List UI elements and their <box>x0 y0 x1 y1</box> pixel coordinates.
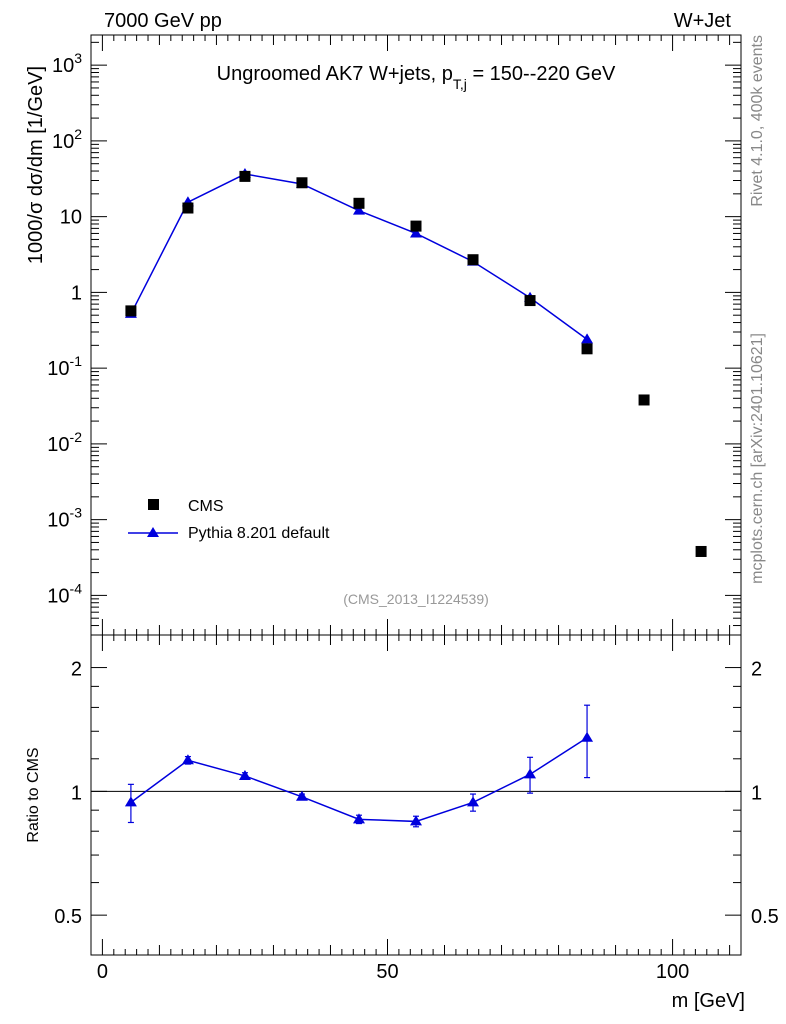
ratio-mc-line <box>130 737 588 823</box>
ratio-mc-point <box>238 769 251 780</box>
ratio-ytick-label-left: 1 <box>71 782 82 804</box>
legend-mc-label: Pythia 8.201 default <box>188 525 330 542</box>
ratio-panel-frame <box>90 634 742 956</box>
main-title: Ungroomed AK7 W+jets, pT,j = 150--220 Ge… <box>217 63 616 92</box>
ratio-mc-series <box>124 704 594 828</box>
ratio-mc-point <box>410 815 422 826</box>
ratio-mc-point <box>467 796 480 807</box>
xtick-label: 0 <box>97 961 108 983</box>
main-data-point <box>410 220 422 232</box>
mcplots-label: mcplots.cern.ch [arXiv:2401.10621] <box>749 333 766 584</box>
ratio-mc-point <box>581 731 594 742</box>
main-ytick-label: 10 <box>60 207 82 229</box>
rivet-label: Rivet 4.1.0, 400k events <box>749 35 766 207</box>
ratio-y-label: Ratio to CMS <box>25 747 42 842</box>
main-data-point <box>638 394 650 406</box>
xtick-label: 100 <box>656 961 689 983</box>
analysis-watermark: (CMS_2013_I1224539) <box>343 591 489 607</box>
main-data-point <box>125 305 137 317</box>
main-data-point <box>581 343 593 355</box>
main-ytick-label: 102 <box>52 126 82 153</box>
main-data-point <box>353 197 365 209</box>
main-y-tick-labels: 10-4 10-3 10-2 10-1 1 10 102 103 <box>47 50 82 607</box>
main-mc-point <box>410 227 422 238</box>
main-data-point <box>467 254 479 266</box>
ratio-mc-point <box>524 768 537 779</box>
ratio-tick-labels: 0.5 0.5 1 1 2 2 0 50 100 <box>54 659 779 983</box>
main-data-point <box>524 295 536 307</box>
legend-cms-marker <box>148 499 159 510</box>
main-axis-ticks <box>91 35 741 636</box>
header-left: 7000 GeV pp <box>104 10 222 32</box>
ratio-ytick-label-right: 2 <box>751 659 762 681</box>
xtick-label: 50 <box>376 961 398 983</box>
main-ytick-label: 10-1 <box>47 353 82 380</box>
main-title-rest: = 150--220 GeV <box>467 63 616 85</box>
header-right: W+Jet <box>674 10 732 32</box>
ratio-mc-point <box>181 754 194 765</box>
main-data-point <box>239 170 251 182</box>
main-ytick-label: 10-3 <box>47 505 82 532</box>
main-title-text: Ungroomed AK7 W+jets, p <box>217 63 453 85</box>
legend-cms-label: CMS <box>188 498 224 515</box>
main-mc-point <box>352 204 365 215</box>
main-panel-frame <box>90 34 742 636</box>
main-ytick-label: 103 <box>52 50 82 77</box>
ratio-ytick-label-left: 0.5 <box>54 906 82 928</box>
main-title-subscript: T,j <box>453 76 467 92</box>
main-ytick-label: 10-4 <box>47 580 82 607</box>
ratio-mc-point <box>295 790 308 801</box>
main-ytick-label: 10-2 <box>47 429 82 456</box>
main-data-point <box>182 202 194 214</box>
main-mc-series <box>124 168 594 346</box>
ratio-mc-point <box>352 813 365 824</box>
main-data-series <box>125 170 707 557</box>
main-data-point <box>695 545 707 557</box>
main-mc-point <box>581 333 594 344</box>
legend: CMS Pythia 8.201 default <box>128 498 330 542</box>
ratio-ytick-label-right: 1 <box>751 782 762 804</box>
main-y-label: 1000/σ dσ/dm [1/GeV] <box>25 66 47 264</box>
main-data-point <box>296 177 308 189</box>
ratio-ytick-label-left: 2 <box>71 659 82 681</box>
legend-mc-marker <box>147 527 159 537</box>
ratio-ytick-label-right: 0.5 <box>751 906 779 928</box>
x-axis-label: m [GeV] <box>672 990 745 1012</box>
ratio-mc-point <box>124 796 137 807</box>
main-ytick-label: 1 <box>71 282 82 304</box>
ratio-axis-ticks <box>91 635 741 955</box>
